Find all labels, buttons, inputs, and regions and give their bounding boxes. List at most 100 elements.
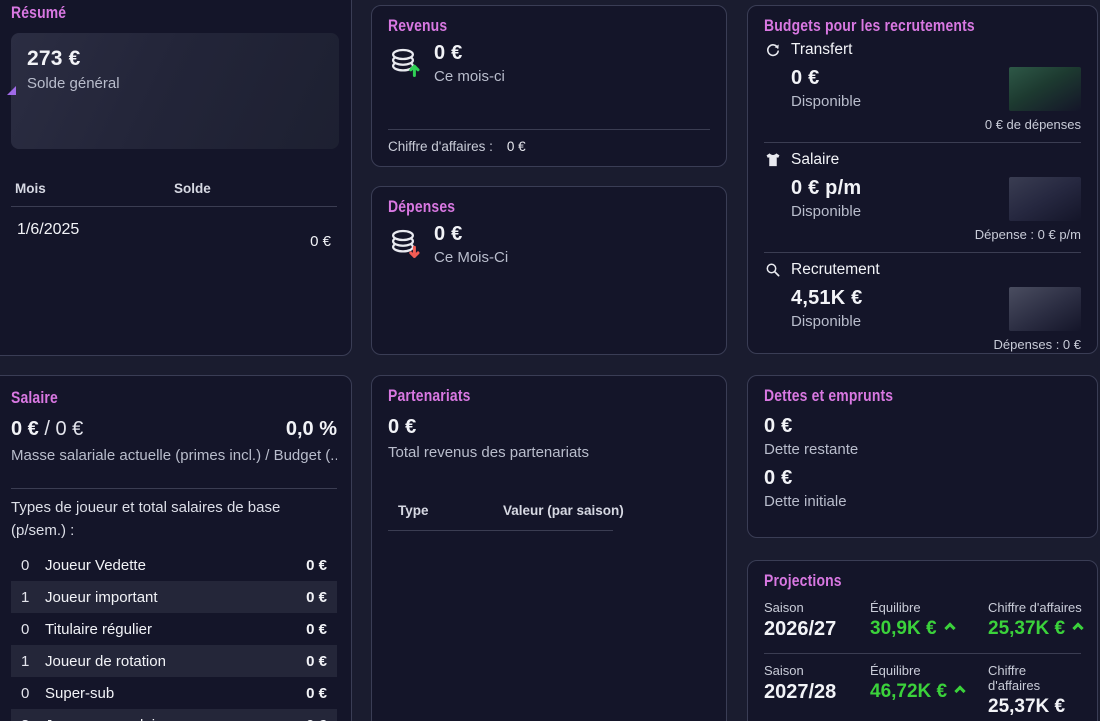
panel-title: Projections — [764, 571, 842, 590]
wage-caption: Masse salariale actuelle (primes incl.) … — [11, 447, 337, 464]
debt-label: Dette restante — [764, 441, 859, 458]
panel-projections: Projections Saison 2026/27 Équilibre 30,… — [747, 560, 1098, 721]
budget-label: Recrutement — [791, 261, 880, 278]
partnership-table-header: Type Valeur (par saison) — [388, 503, 710, 518]
budget-section-transfert: Transfert 0 € Disponible 0 € de dépenses — [764, 36, 1081, 139]
expense-period: Ce Mois-Ci — [434, 249, 509, 266]
trend-up-icon — [1072, 622, 1084, 634]
jersey-icon — [766, 153, 780, 167]
debt-label: Dette initiale — [764, 493, 847, 510]
divider — [388, 129, 710, 130]
wage-percent: 0,0 % — [285, 418, 337, 440]
budget-sublabel: Disponible — [791, 93, 862, 110]
equilibre-label: Équilibre — [870, 663, 921, 678]
panel-title: Revenus — [388, 16, 448, 35]
budget-sublabel: Disponible — [791, 313, 862, 330]
balance-table-header: Mois Solde — [11, 181, 337, 196]
budget-note: Dépenses : 0 € — [993, 337, 1081, 352]
revenue-period: Ce mois-ci — [434, 68, 505, 85]
panel-dettes: Dettes et emprunts 0 € Dette restante 0 … — [747, 375, 1098, 538]
divider — [11, 206, 337, 207]
list-item: 0 Titulaire régulier 0 € — [11, 613, 337, 645]
expense-value: 0 € — [434, 223, 463, 245]
panel-revenus: Revenus 0 € Ce mois-ci Chiffre d'affaire… — [371, 5, 727, 167]
player-types-title: Types de joueur et total salaires de bas… — [11, 499, 281, 539]
list-item: 8 Joueur secondaire 0 € — [11, 709, 337, 721]
player-type-value: 0 € — [306, 684, 327, 702]
budget-label: Salaire — [791, 151, 840, 168]
turnover-footer: Chiffre d'affaires : 0 € — [388, 130, 710, 156]
list-item: 0 Super-sub 0 € — [11, 677, 337, 709]
panel-title: Dépenses — [388, 197, 456, 216]
player-count: 0 — [21, 620, 30, 638]
player-type-label: Super-sub — [45, 684, 115, 702]
col-solde: Solde — [174, 181, 211, 196]
revenue-value: 0 € — [434, 42, 463, 64]
player-type-value: 0 € — [306, 620, 327, 638]
wage-fraction: 0 € / 0 € — [11, 418, 83, 441]
trend-up-icon — [954, 685, 966, 697]
season-value: 2026/27 — [764, 618, 837, 640]
divider — [388, 530, 613, 531]
row-balance: 0 € — [310, 233, 331, 250]
panel-title: Budgets pour les recrutements — [764, 16, 975, 35]
turnover-value: 25,37K € — [988, 618, 1084, 640]
player-count: 0 — [21, 556, 30, 574]
turnover-value: 25,37K € — [988, 696, 1066, 717]
panel-partenariats: Partenariats 0 € Total revenus des parte… — [371, 375, 727, 721]
budget-section-recrutement: Recrutement 4,51K € Disponible Dépenses … — [764, 256, 1081, 359]
projection-row: Saison 2027/28 Équilibre 46,72K € Chiffr… — [764, 663, 1081, 718]
wage-budget: / 0 € — [38, 418, 84, 440]
trend-up-icon — [943, 622, 956, 634]
col-valeur: Valeur (par saison) — [503, 503, 624, 518]
player-type-value: 0 € — [306, 717, 327, 721]
budget-value: 4,51K € — [791, 287, 863, 309]
budget-section-salaire: Salaire 0 € p/m Disponible Dépense : 0 €… — [764, 146, 1081, 249]
panel-depenses: Dépenses 0 € Ce Mois-Ci — [371, 186, 727, 355]
list-item: 0 Joueur Vedette 0 € — [11, 549, 337, 581]
balance-card: 273 € Solde général — [11, 33, 339, 149]
balance-label: Solde général — [27, 75, 120, 92]
player-type-value: 0 € — [306, 556, 327, 574]
player-type-label: Joueur Vedette — [45, 556, 146, 574]
budget-sublabel: Disponible — [791, 203, 862, 220]
budget-sparkline — [1009, 177, 1081, 221]
panel-title: Résumé — [11, 3, 67, 22]
season-label: Saison — [764, 600, 804, 615]
budget-value: 0 € p/m — [791, 177, 862, 199]
divider — [764, 142, 1081, 143]
player-count: 1 — [21, 588, 30, 606]
partnership-caption: Total revenus des partenariats — [388, 444, 589, 461]
equilibre-label: Équilibre — [870, 600, 921, 615]
budget-value: 0 € — [791, 67, 820, 89]
turnover-label: Chiffre d'affaires : — [388, 139, 493, 154]
turnover-label: Chiffre d'affaires — [988, 663, 1041, 693]
list-item: 1 Joueur de rotation 0 € — [11, 645, 337, 677]
equilibre-value: 46,72K € — [870, 681, 988, 703]
col-type: Type — [398, 503, 429, 518]
panel-title: Partenariats — [388, 386, 471, 405]
divider — [764, 653, 1081, 654]
col-mois: Mois — [15, 181, 46, 196]
row-month: 1/6/2025 — [17, 221, 80, 238]
season-label: Saison — [764, 663, 804, 678]
transfer-refresh-icon — [767, 44, 779, 57]
budget-note: 0 € de dépenses — [984, 117, 1081, 132]
wage-current: 0 € — [11, 418, 39, 440]
balance-value: 273 € — [27, 47, 81, 70]
budget-sparkline — [1009, 287, 1081, 331]
turnover-label: Chiffre d'affaires — [988, 600, 1082, 615]
budget-label: Transfert — [791, 41, 853, 58]
player-type-label: Joueur important — [45, 588, 158, 606]
panel-salaire: Salaire 0 € / 0 € 0,0 % Masse salariale … — [0, 375, 352, 721]
player-count: 0 — [21, 684, 30, 702]
budget-sparkline — [1009, 67, 1081, 111]
debt-value: 0 € — [764, 467, 793, 489]
player-type-list: 0 Joueur Vedette 0 € 1 Joueur important … — [11, 549, 337, 721]
panel-resume: Résumé 273 € Solde général Mois Solde 1/… — [0, 0, 352, 356]
purple-marker-icon — [7, 86, 16, 95]
season-value: 2027/28 — [764, 681, 837, 703]
partnership-total: 0 € — [388, 416, 417, 438]
player-type-value: 0 € — [306, 588, 327, 606]
